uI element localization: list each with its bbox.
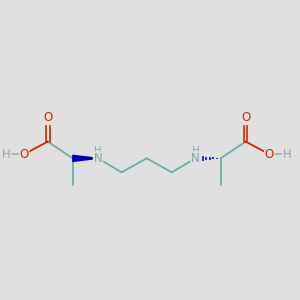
Text: H: H xyxy=(192,146,199,156)
Text: O: O xyxy=(241,111,250,124)
Text: H: H xyxy=(283,148,291,161)
Text: H: H xyxy=(2,148,11,161)
Polygon shape xyxy=(73,155,98,161)
Text: N: N xyxy=(191,152,200,165)
Text: O: O xyxy=(20,148,29,161)
Text: O: O xyxy=(265,148,274,161)
Text: H: H xyxy=(94,146,102,156)
Text: O: O xyxy=(43,111,52,124)
Text: N: N xyxy=(94,152,102,165)
